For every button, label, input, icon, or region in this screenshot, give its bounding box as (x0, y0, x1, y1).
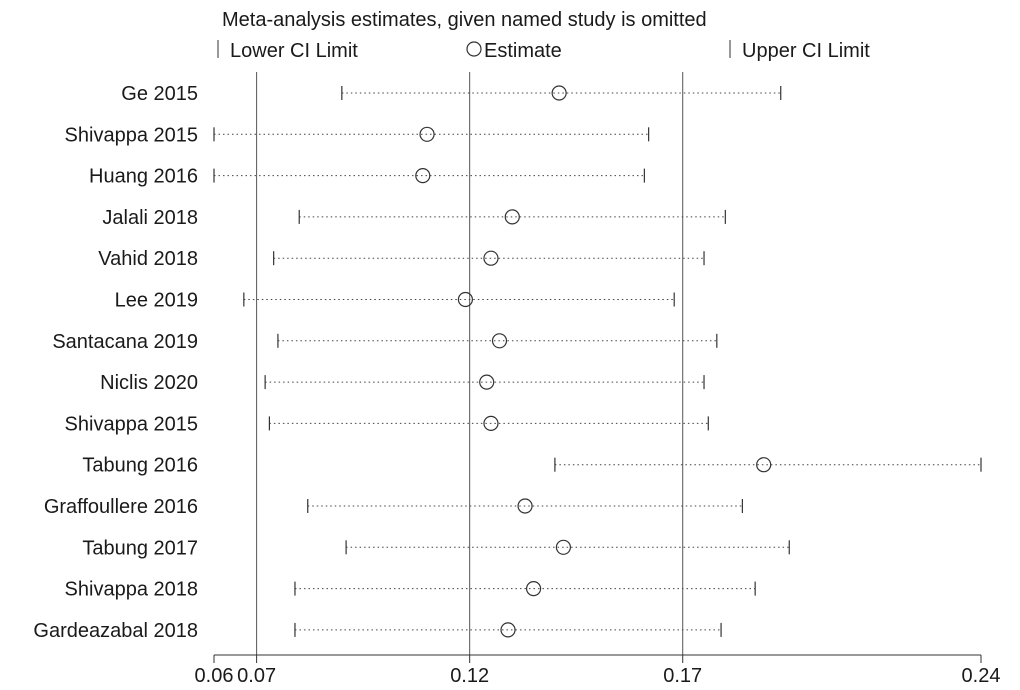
study-row: Shivappa 2015 (65, 124, 650, 146)
legend: Lower CI Limit Estimate Upper CI Limit (217, 40, 870, 62)
study-label: Tabung 2017 (82, 537, 198, 559)
x-tick-label: 0.12 (450, 665, 489, 687)
chart-title: Meta-analysis estimates, given named stu… (222, 9, 707, 31)
study-label: Shivappa 2015 (65, 124, 198, 146)
study-label: Santacana 2019 (52, 331, 198, 353)
study-row: Gardeazabal 2018 (33, 620, 722, 642)
study-label: Huang 2016 (89, 166, 198, 188)
study-row: Lee 2019 (115, 290, 675, 312)
study-row: Santacana 2019 (52, 331, 718, 353)
study-rows: Ge 2015 Shivappa 2015 Huang 2016 Jalali 201… (33, 83, 982, 642)
estimate-marker (551, 85, 567, 101)
estimate-marker (555, 539, 572, 555)
x-tick-label: 0.06 (195, 665, 234, 687)
study-row: Huang 2016 (89, 166, 645, 188)
legend-estimate-label: Estimate (484, 40, 562, 62)
study-row: Graffoullere 2016 (44, 496, 743, 518)
estimate-marker (500, 622, 516, 638)
x-axis: 0.06 0.07 0.12 0.17 0.24 (195, 654, 1001, 687)
reference-lines (256, 72, 684, 655)
study-row: Ge 2015 (121, 83, 782, 105)
study-label: Shivappa 2015 (65, 413, 198, 435)
study-row: Niclis 2020 (100, 372, 705, 394)
legend-estimate-marker (466, 41, 482, 57)
study-row: Shivappa 2015 (65, 413, 709, 435)
study-label: Shivappa 2018 (65, 579, 198, 601)
study-label: Ge 2015 (121, 83, 198, 105)
study-label: Jalali 2018 (102, 207, 198, 229)
x-tick-label: 0.24 (962, 665, 1001, 687)
estimate-marker (483, 415, 499, 431)
legend-upper-label: Upper CI Limit (742, 40, 870, 62)
estimate-marker (457, 291, 474, 308)
estimate-marker (756, 457, 772, 473)
x-tick-label: 0.07 (237, 665, 276, 687)
study-row: Vahid 2018 (98, 248, 705, 270)
study-row: Tabung 2016 (82, 455, 982, 477)
estimate-marker (419, 126, 435, 142)
estimate-marker (517, 498, 533, 514)
study-label: Vahid 2018 (98, 248, 198, 270)
estimate-marker (483, 250, 499, 266)
x-tick-label: 0.17 (663, 665, 702, 687)
estimate-marker (415, 168, 431, 184)
estimate-marker (479, 374, 495, 390)
study-label: Graffoullere 2016 (44, 496, 198, 518)
estimate-marker (504, 209, 520, 225)
study-label: Lee 2019 (115, 290, 198, 312)
study-label: Gardeazabal 2018 (33, 620, 198, 642)
study-row: Shivappa 2018 (65, 579, 756, 601)
estimate-marker (491, 333, 508, 349)
study-row: Tabung 2017 (82, 537, 790, 559)
study-label: Niclis 2020 (100, 372, 198, 394)
study-row: Jalali 2018 (102, 207, 726, 229)
estimate-marker (525, 580, 542, 597)
legend-lower-label: Lower CI Limit (230, 40, 358, 62)
study-label: Tabung 2016 (82, 455, 198, 477)
